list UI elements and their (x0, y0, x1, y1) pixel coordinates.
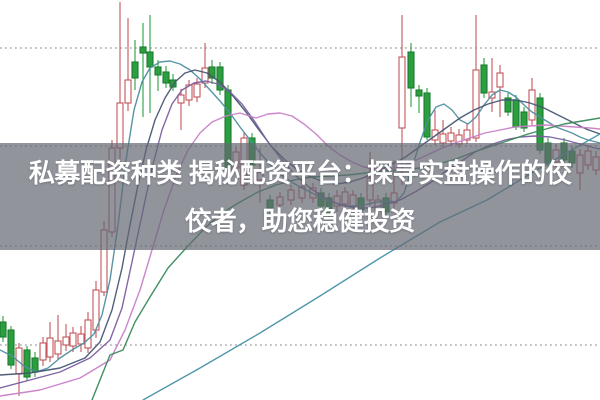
candle-up (496, 72, 504, 88)
candle-down (415, 89, 423, 97)
candle-up (201, 67, 209, 84)
candle-up (185, 84, 193, 101)
candle-up (177, 94, 185, 104)
candle-up (39, 342, 47, 361)
candle-down (7, 329, 15, 366)
headline-line-1: 私募配资种类 揭秘配资平台：探寻实盘操作的佼 (28, 157, 572, 188)
candle-up (54, 340, 62, 355)
headline-overlay-band: 私募配资种类 揭秘配资平台：探寻实盘操作的佼 佼者，助您稳健投资 (0, 143, 600, 250)
candle-down (146, 51, 154, 68)
candle-up (398, 56, 406, 129)
candle-down (139, 46, 147, 54)
candle-down (23, 349, 31, 378)
candle-up (84, 319, 92, 349)
candle-down (504, 97, 512, 113)
candle-down (423, 92, 431, 138)
candle-down (480, 64, 488, 94)
candle-down (154, 66, 162, 76)
candle-up (77, 333, 85, 345)
candle-down (131, 61, 139, 79)
candle-down (407, 51, 415, 89)
candle-down (520, 111, 528, 129)
candle-down (512, 99, 520, 128)
candle-up (46, 337, 54, 358)
candle-down (162, 71, 170, 84)
candle-up (472, 69, 480, 139)
candle-down (0, 321, 7, 338)
candle-up (116, 102, 124, 149)
candle-up (447, 132, 455, 142)
candle-down (169, 79, 177, 88)
candle-up (463, 129, 471, 141)
candle-down (216, 66, 224, 91)
candle-up (69, 332, 77, 347)
candle-down (208, 66, 216, 79)
candle-up (62, 336, 70, 346)
candle-up (439, 133, 447, 144)
headline-line-2: 佼者，助您稳健投资 (185, 205, 415, 236)
candle-up (124, 79, 132, 104)
candle-up (193, 83, 201, 98)
